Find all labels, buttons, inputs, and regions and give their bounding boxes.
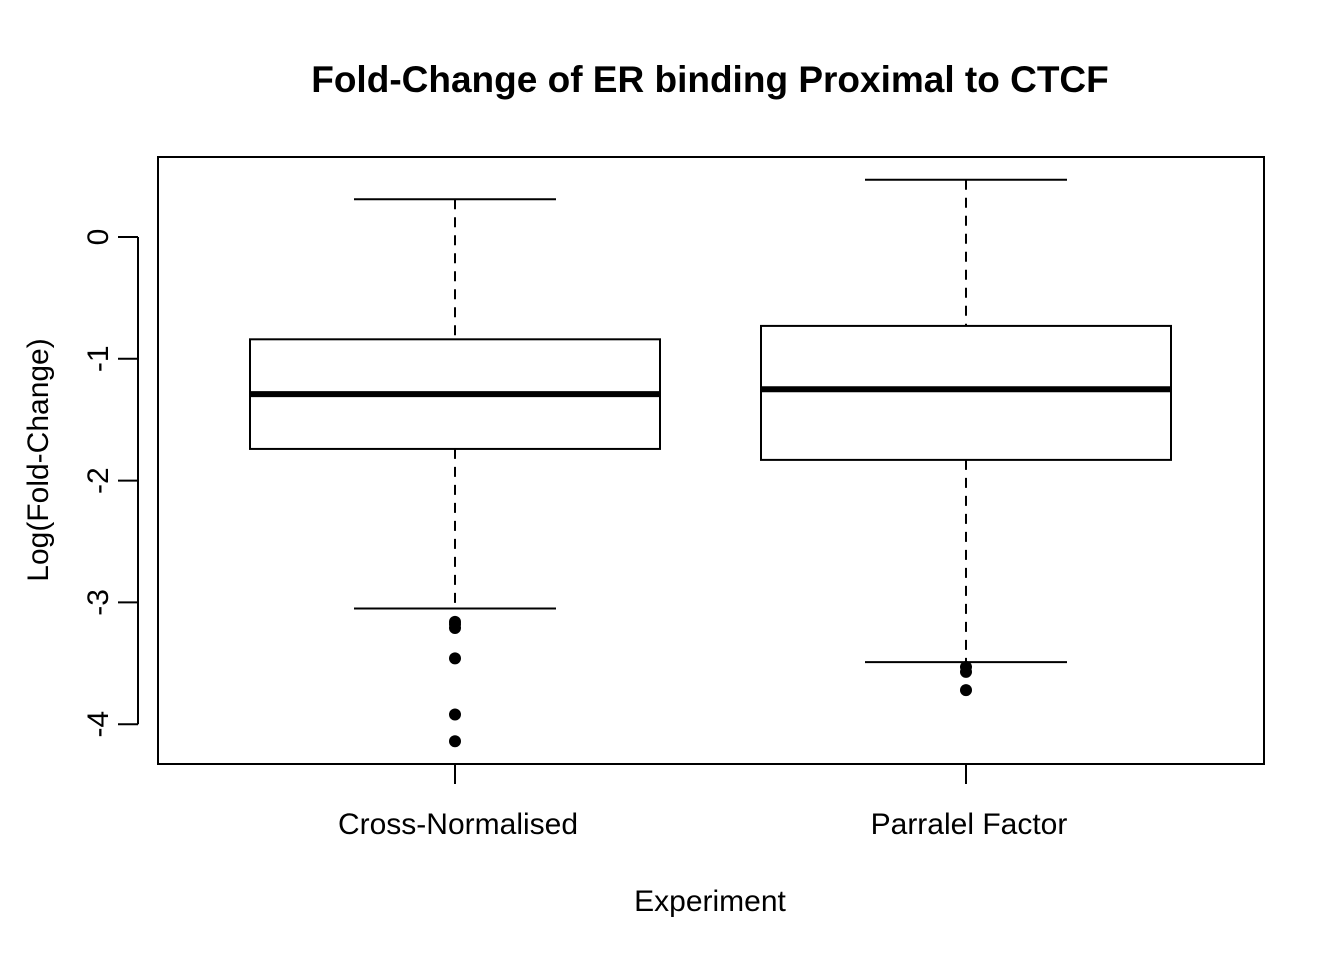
plot-frame — [157, 156, 1265, 765]
y-tick-label: -3 — [82, 589, 115, 616]
y-axis: 0 -1 -2 -3 -4 — [82, 229, 139, 738]
y-tick-label: -4 — [82, 711, 115, 738]
box-group — [249, 198, 661, 748]
outlier-point — [960, 665, 972, 678]
outlier-point — [449, 735, 461, 748]
x-axis: Cross-Normalised Parralel Factor — [338, 764, 1067, 841]
outlier-point — [449, 708, 461, 721]
boxes-layer — [249, 178, 1172, 748]
y-axis-label: Log(Fold-Change) — [22, 338, 55, 581]
x-tick-label: Cross-Normalised — [338, 808, 578, 841]
outlier-point — [960, 684, 972, 697]
y-tick-label: -2 — [82, 467, 115, 494]
x-tick-label: Parralel Factor — [871, 808, 1068, 841]
outlier-point — [449, 652, 461, 665]
y-tick-label: -1 — [82, 345, 115, 372]
y-tick-label: 0 — [82, 229, 115, 246]
iqr-box — [760, 324, 1172, 461]
x-axis-label: Experiment — [634, 885, 786, 918]
box-group — [760, 178, 1172, 697]
chart-title: Fold-Change of ER binding Proximal to CT… — [311, 59, 1109, 100]
outlier-point — [449, 621, 461, 634]
